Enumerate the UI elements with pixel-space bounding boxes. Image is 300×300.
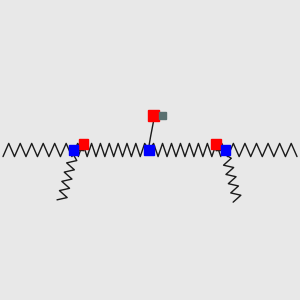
Bar: [159, 112, 166, 119]
Bar: [79, 139, 88, 148]
Bar: [69, 145, 78, 155]
Bar: [211, 139, 221, 148]
Bar: [221, 145, 230, 155]
Bar: [148, 110, 159, 121]
Bar: [144, 145, 154, 155]
